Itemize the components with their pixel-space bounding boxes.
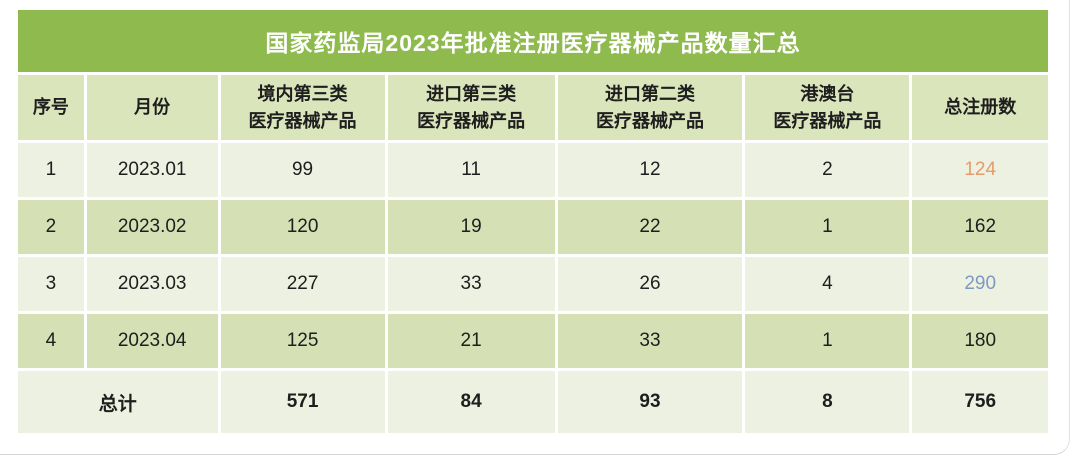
cell-import-class2: 22 — [557, 200, 743, 254]
total-row-label: 总计 — [18, 371, 218, 433]
cell-import-class2: 12 — [557, 143, 743, 197]
cell-month: 2023.01 — [86, 143, 218, 197]
cell-import-class3: 11 — [387, 143, 555, 197]
table-row-2023-04: 4 2023.04 125 21 33 1 180 — [18, 314, 1048, 368]
column-header-index: 序号 — [18, 75, 84, 140]
column-header-hk-macao-taiwan: 港澳台 医疗器械产品 — [745, 75, 910, 140]
column-header-total-registrations: 总注册数 — [912, 75, 1048, 140]
summary-table: 国家药监局2023年批准注册医疗器械产品数量汇总 序号 月份 境内第三类 医疗器… — [18, 10, 1048, 433]
cell-total: 162 — [912, 200, 1048, 254]
cell-import-class3: 21 — [387, 314, 555, 368]
cell-index: 3 — [18, 257, 84, 311]
cell-index: 4 — [18, 314, 84, 368]
cell-hk-macao-taiwan: 4 — [745, 257, 910, 311]
cell-domestic-class3: 125 — [220, 314, 385, 368]
column-header-import-class2: 进口第二类 医疗器械产品 — [557, 75, 743, 140]
cell-month: 2023.03 — [86, 257, 218, 311]
cell-hk-macao-taiwan: 1 — [745, 200, 910, 254]
table-title-bar: 国家药监局2023年批准注册医疗器械产品数量汇总 — [18, 10, 1048, 72]
cell-import-class3: 33 — [387, 257, 555, 311]
total-import-class3: 84 — [387, 371, 555, 433]
cell-total: 180 — [912, 314, 1048, 368]
total-registrations-grand-total: 756 — [912, 371, 1048, 433]
cell-hk-macao-taiwan: 2 — [745, 143, 910, 197]
total-domestic-class3: 571 — [220, 371, 385, 433]
cell-hk-macao-taiwan: 1 — [745, 314, 910, 368]
cell-import-class2: 33 — [557, 314, 743, 368]
cell-domestic-class3: 120 — [220, 200, 385, 254]
table-total-row: 总计 571 84 93 8 756 — [18, 371, 1048, 433]
table-title: 国家药监局2023年批准注册医疗器械产品数量汇总 — [265, 30, 801, 56]
table-row-2023-02: 2 2023.02 120 19 22 1 162 — [18, 200, 1048, 254]
table-row-2023-01: 1 2023.01 99 11 12 2 124 — [18, 143, 1048, 197]
cell-month: 2023.04 — [86, 314, 218, 368]
cell-total-highlighted-blue: 290 — [912, 257, 1048, 311]
cell-index: 2 — [18, 200, 84, 254]
table-header-row: 序号 月份 境内第三类 医疗器械产品 进口第三类 医疗器械产品 进口第二类 医疗… — [18, 75, 1048, 140]
cell-domestic-class3: 99 — [220, 143, 385, 197]
column-header-month: 月份 — [86, 75, 218, 140]
cell-domestic-class3: 227 — [220, 257, 385, 311]
table-row-2023-03: 3 2023.03 227 33 26 4 290 — [18, 257, 1048, 311]
cell-index: 1 — [18, 143, 84, 197]
cell-total-highlighted-orange: 124 — [912, 143, 1048, 197]
column-header-import-class3: 进口第三类 医疗器械产品 — [387, 75, 555, 140]
cell-import-class2: 26 — [557, 257, 743, 311]
column-header-domestic-class3: 境内第三类 医疗器械产品 — [220, 75, 385, 140]
total-import-class2: 93 — [557, 371, 743, 433]
total-hk-macao-taiwan: 8 — [745, 371, 910, 433]
cell-month: 2023.02 — [86, 200, 218, 254]
cell-import-class3: 19 — [387, 200, 555, 254]
